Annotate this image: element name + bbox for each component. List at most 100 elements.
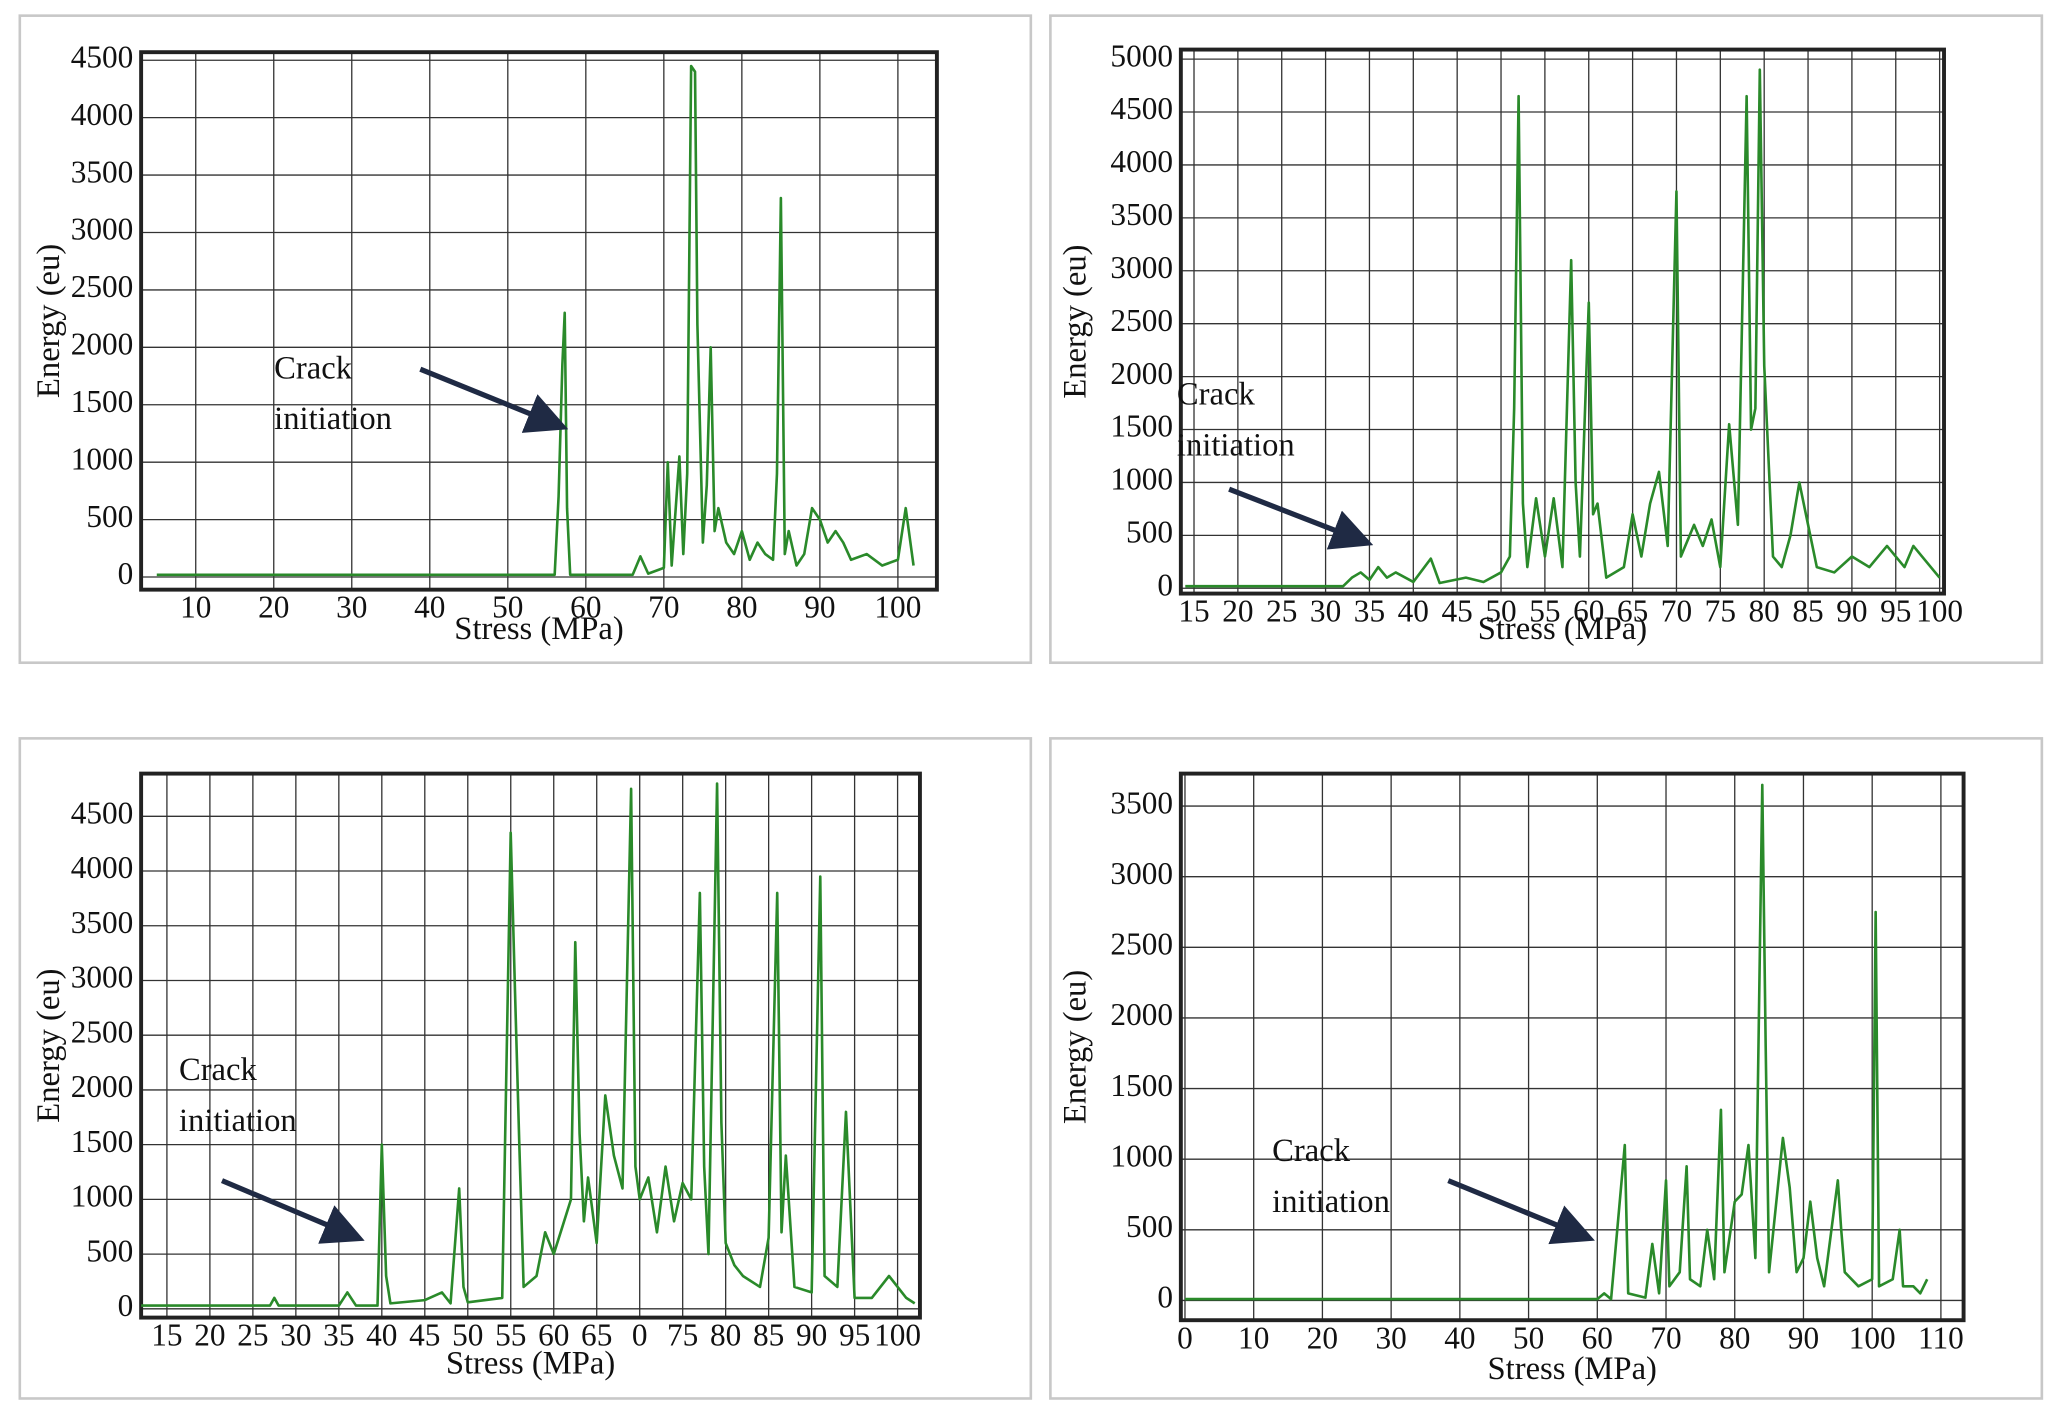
x-tick-label: 75 xyxy=(1705,594,1736,629)
plot-border xyxy=(139,50,939,592)
x-tick-label: 50 xyxy=(492,590,523,625)
x-tick-label: 30 xyxy=(280,1318,311,1353)
y-tick-label: 500 xyxy=(1126,515,1173,550)
y-axis-label: Energy (eu) xyxy=(31,244,67,398)
plot-border xyxy=(1178,771,1966,1323)
x-tick-label: 30 xyxy=(1375,1320,1406,1355)
annotation: Crack xyxy=(1177,376,1256,412)
x-tick-label: 90 xyxy=(796,1318,827,1353)
x-tick-label: 80 xyxy=(1719,1320,1750,1355)
y-tick-label: 1000 xyxy=(71,1179,134,1214)
y-tick-label: 3000 xyxy=(71,212,134,247)
x-tick-label: 45 xyxy=(1442,594,1473,629)
x-tick-label: 85 xyxy=(1792,594,1823,629)
x-tick-label: 100 xyxy=(1916,594,1963,629)
x-tick-label: 70 xyxy=(1650,1320,1681,1355)
x-tick-label: 25 xyxy=(237,1318,268,1353)
x-tick-label: 40 xyxy=(1398,594,1429,629)
y-tick-label: 1000 xyxy=(71,441,134,476)
data-line xyxy=(141,782,916,1307)
annotation: Crack xyxy=(274,350,353,386)
x-tick-label: 40 xyxy=(366,1318,397,1353)
x-tick-label: 90 xyxy=(1836,594,1867,629)
y-tick-label: 500 xyxy=(86,1233,133,1268)
x-tick-label: 50 xyxy=(452,1318,483,1353)
y-tick-label: 4500 xyxy=(71,795,134,830)
y-tick-label: 2500 xyxy=(71,1014,134,1049)
x-tick-label: 45 xyxy=(409,1318,440,1353)
annotation: Crack xyxy=(1272,1133,1351,1169)
data-line xyxy=(1185,68,1941,588)
y-tick-label: 0 xyxy=(118,556,134,591)
y-tick-label: 2000 xyxy=(1110,356,1173,391)
x-tick-label: 55 xyxy=(495,1318,526,1353)
y-tick-label: 2500 xyxy=(1110,303,1173,338)
data-line xyxy=(1185,783,1929,1301)
x-tick-label: 20 xyxy=(1222,594,1253,629)
y-tick-label: 1000 xyxy=(1110,1138,1173,1173)
x-axis-label: Stress (MPa) xyxy=(446,1346,615,1382)
x-tick-label: 80 xyxy=(1749,594,1780,629)
x-tick-label: 60 xyxy=(1573,594,1604,629)
x-tick-label: 100 xyxy=(874,590,921,625)
x-tick-label: 85 xyxy=(753,1318,784,1353)
x-tick-label: 110 xyxy=(1918,1320,1964,1355)
x-tick-label: 40 xyxy=(1444,1320,1475,1355)
y-tick-label: 3500 xyxy=(1110,785,1173,820)
x-axis-label: Stress (MPa) xyxy=(454,611,623,647)
plot-border xyxy=(1178,47,1946,596)
x-tick-label: 60 xyxy=(538,1318,569,1353)
panel-frame xyxy=(18,14,1033,665)
x-tick-label: 65 xyxy=(581,1318,612,1353)
y-tick-label: 4000 xyxy=(71,97,134,132)
annotation: initiation xyxy=(1177,427,1295,463)
plot-border xyxy=(139,771,922,1320)
x-tick-label: 50 xyxy=(1513,1320,1544,1355)
y-tick-label: 2000 xyxy=(1110,997,1173,1032)
y-axis-label: Energy (eu) xyxy=(31,968,67,1122)
x-tick-label: 80 xyxy=(710,1318,741,1353)
y-tick-label: 500 xyxy=(86,499,133,534)
x-tick-label: 70 xyxy=(648,590,679,625)
y-tick-label: 4500 xyxy=(71,39,134,74)
y-tick-label: 1500 xyxy=(71,384,134,419)
y-tick-label: 2500 xyxy=(71,269,134,304)
y-tick-label: 1000 xyxy=(1110,462,1173,497)
y-tick-label: 0 xyxy=(1157,567,1173,602)
x-tick-label: 20 xyxy=(194,1318,225,1353)
x-tick-label: 95 xyxy=(839,1318,870,1353)
y-tick-label: 3500 xyxy=(71,154,134,189)
y-tick-label: 1500 xyxy=(1110,409,1173,444)
annotation-arrow xyxy=(220,1178,365,1244)
y-axis-label: Energy (eu) xyxy=(1058,970,1094,1124)
annotation: Crack xyxy=(179,1052,258,1088)
y-tick-label: 2000 xyxy=(71,1069,134,1104)
y-tick-label: 5000 xyxy=(1110,38,1173,73)
x-tick-label: 35 xyxy=(323,1318,354,1353)
x-tick-label: 75 xyxy=(667,1318,698,1353)
x-tick-label: 80 xyxy=(726,590,757,625)
x-tick-label: 65 xyxy=(1617,594,1648,629)
x-tick-label: 0 xyxy=(632,1318,648,1353)
x-tick-label: 100 xyxy=(874,1318,921,1353)
x-axis-label: Stress (MPa) xyxy=(1478,611,1647,647)
x-tick-label: 20 xyxy=(258,590,289,625)
annotation-arrow xyxy=(1228,486,1374,550)
x-tick-label: 15 xyxy=(151,1318,182,1353)
y-axis-label: Energy (eu) xyxy=(1058,244,1094,398)
x-tick-label: 90 xyxy=(1788,1320,1819,1355)
panel-frame xyxy=(1049,14,2044,665)
y-tick-label: 1500 xyxy=(1110,1068,1173,1103)
x-tick-label: 100 xyxy=(1849,1320,1896,1355)
y-tick-label: 0 xyxy=(1157,1280,1173,1315)
panel-frame xyxy=(18,737,1033,1400)
x-tick-label: 10 xyxy=(180,590,211,625)
y-tick-label: 4000 xyxy=(71,850,134,885)
x-tick-label: 50 xyxy=(1485,594,1516,629)
panel: 0 500 1000 1500 2000 2500 3000 3500 4000 4500 10 20… xyxy=(18,14,1033,665)
annotation-arrow xyxy=(419,366,569,433)
x-tick-label: 0 xyxy=(1177,1320,1193,1355)
x-tick-label: 15 xyxy=(1178,594,1209,629)
